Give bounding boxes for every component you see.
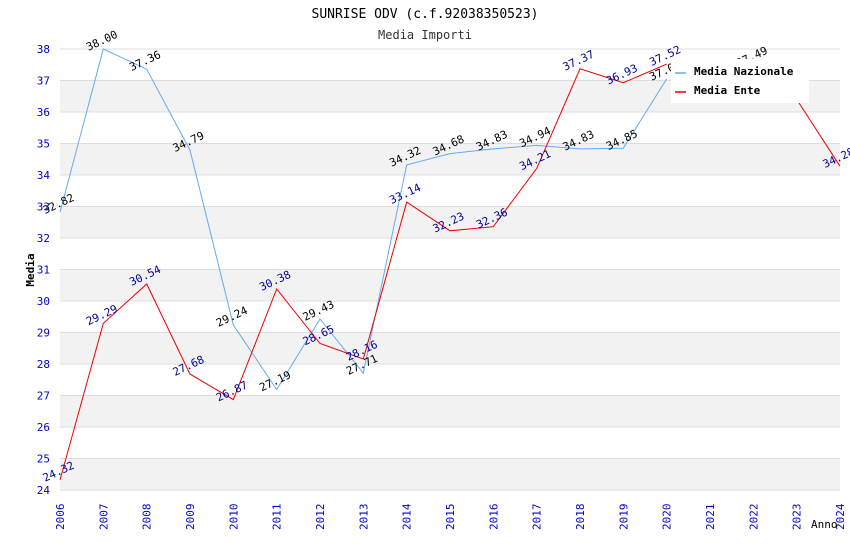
x-tick-label: 2023 xyxy=(791,504,804,531)
series-line-nazionale xyxy=(59,48,668,391)
y-tick-label: 38 xyxy=(37,43,50,56)
y-tick-labels: 24 25 26 27 28 29 30 31 32 33 34 35 36 37 38 xyxy=(37,43,51,497)
x-tick-label: 2020 xyxy=(661,504,674,531)
x-tick-label: 2009 xyxy=(184,504,197,531)
y-tick-label: 26 xyxy=(37,421,50,434)
x-tick-label: 2017 xyxy=(531,504,544,531)
grid-band xyxy=(60,238,840,270)
grid-band xyxy=(60,143,840,175)
series-line-ente xyxy=(796,99,841,167)
x-tick-label: 2010 xyxy=(227,504,240,531)
y-tick-label: 27 xyxy=(37,390,50,403)
x-tick-label: 2018 xyxy=(574,504,587,531)
legend: Media Nazionale Media Ente xyxy=(671,59,809,103)
legend-label-ente: Media Ente xyxy=(694,84,761,97)
y-tick-label: 24 xyxy=(37,484,51,497)
legend-label-nazionale: Media Nazionale xyxy=(694,65,794,78)
y-tick-label: 37 xyxy=(37,75,50,88)
y-axis-label: Media xyxy=(24,253,37,286)
grid-band xyxy=(60,269,840,301)
x-tick-labels: 2006 2007 2008 2009 2010 2011 2012 2013 2014 2015… xyxy=(54,503,847,530)
x-tick-label: 2016 xyxy=(487,503,500,530)
x-tick-label: 2008 xyxy=(141,504,154,531)
x-tick-label: 2024 xyxy=(834,503,847,530)
y-tick-label: 29 xyxy=(37,327,50,340)
grid-band xyxy=(60,112,840,144)
grid-band xyxy=(60,206,840,238)
x-tick-label: 2022 xyxy=(747,504,760,531)
x-tick-label: 2012 xyxy=(314,504,327,531)
grid-bands xyxy=(60,49,840,490)
y-tick-label: 25 xyxy=(37,453,50,466)
x-tick-label: 2015 xyxy=(444,504,457,531)
chart-subtitle: Media Importi xyxy=(378,28,472,42)
grid-band xyxy=(60,364,840,396)
y-tick-label: 30 xyxy=(37,295,50,308)
x-tick-label: 2007 xyxy=(97,504,110,531)
gridlines xyxy=(60,48,840,491)
y-tick-label: 31 xyxy=(37,264,50,277)
grid-band xyxy=(60,301,840,333)
x-tick-label: 2013 xyxy=(357,504,370,531)
y-tick-label: 33 xyxy=(37,201,50,214)
y-tick-label: 35 xyxy=(37,138,50,151)
x-tick-label: 2021 xyxy=(704,504,717,531)
legend-box xyxy=(671,59,809,103)
y-tick-label: 34 xyxy=(37,169,51,182)
y-tick-label: 28 xyxy=(37,358,50,371)
x-tick-label: 2006 xyxy=(54,504,67,531)
grid-band xyxy=(60,332,840,364)
grid-band xyxy=(60,395,840,427)
grid-band xyxy=(60,175,840,207)
y-tick-label: 36 xyxy=(37,106,50,119)
grid-band xyxy=(60,427,840,459)
x-tick-label: 2019 xyxy=(617,504,630,531)
x-axis-label: Anno xyxy=(811,518,838,531)
grid-band xyxy=(60,458,840,490)
series-line-ente xyxy=(59,63,667,481)
y-tick-label: 32 xyxy=(37,232,50,245)
chart-title: SUNRISE ODV (c.f.92038350523) xyxy=(312,7,539,22)
series-lines xyxy=(59,48,841,481)
x-tick-label: 2011 xyxy=(271,504,284,531)
x-tick-label: 2014 xyxy=(401,503,414,530)
